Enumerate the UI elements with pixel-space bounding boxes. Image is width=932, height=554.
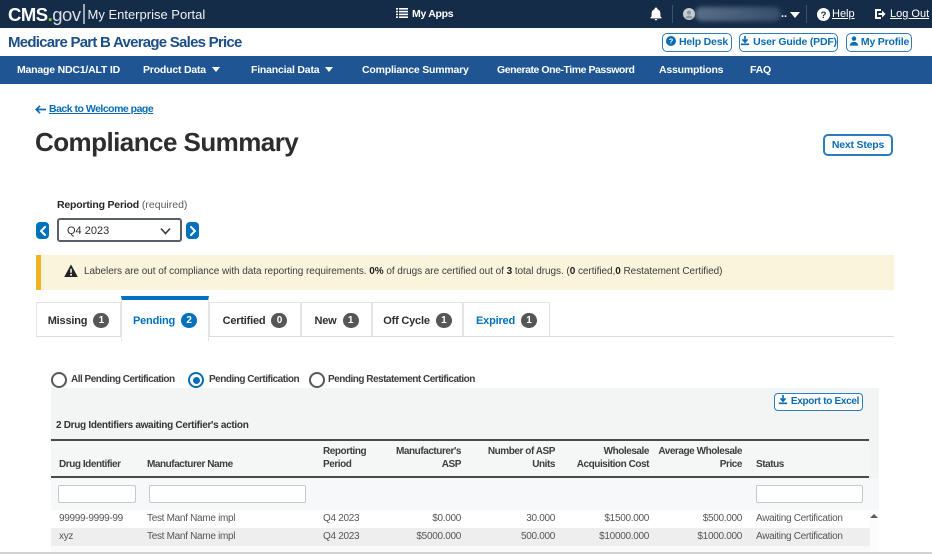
svg-text:?: ? (821, 10, 827, 21)
svg-text:?: ? (669, 37, 674, 46)
